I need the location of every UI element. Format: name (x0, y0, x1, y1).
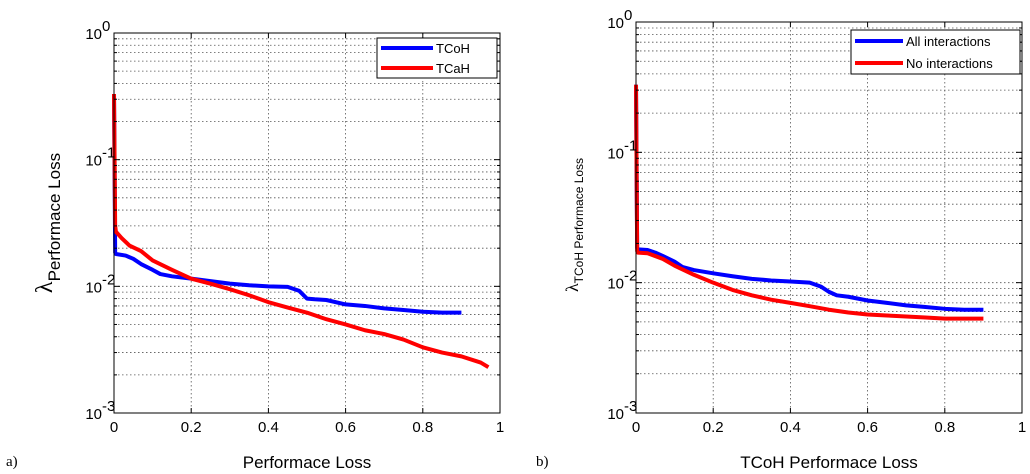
y-tick-label: 10 (85, 279, 102, 296)
series-line-2 (634, 84, 984, 321)
x-axis-label: Performace Loss (243, 453, 372, 472)
x-tick-label: 0.8 (934, 419, 955, 436)
y-tick-label: 10 (85, 406, 102, 423)
axes-box (113, 32, 501, 414)
series-line-1 (634, 84, 984, 312)
series-line-2 (112, 93, 490, 369)
y-tick-exponent: -3 (624, 398, 637, 415)
y-tick-label: 10 (85, 153, 102, 170)
plot-area (636, 22, 1022, 413)
axes-box (635, 21, 1023, 414)
y-tick-exponent: -1 (624, 137, 637, 154)
panel-label: b) (536, 454, 549, 470)
legend-label: No interactions (906, 56, 993, 71)
ticks (113, 32, 501, 414)
y-tick-label: 10 (607, 15, 624, 32)
y-tick-exponent: -3 (102, 398, 115, 415)
y-tick-exponent: -2 (624, 268, 637, 285)
legend: TCoH TCaH (376, 37, 498, 79)
x-tick-label: 0 (110, 419, 118, 436)
plot-area (114, 33, 500, 413)
legend-label: TCaH (436, 61, 470, 76)
x-tick-label: 0.6 (335, 419, 356, 436)
y-tick-label: 10 (85, 26, 102, 43)
y-tick-exponent: -2 (102, 271, 115, 288)
x-tick-label: 1 (1018, 419, 1026, 436)
x-tick-label: 1 (496, 419, 504, 436)
y-tick-label: 10 (607, 145, 624, 162)
x-tick-label: 0.8 (412, 419, 433, 436)
legend-box (376, 37, 498, 79)
y-tick-label: 10 (607, 406, 624, 423)
x-axis-label: TCoH Performace Loss (740, 453, 918, 472)
x-tick-label: 0.2 (703, 419, 724, 436)
legend-label: TCoH (436, 41, 470, 56)
panel-label: a) (6, 454, 18, 470)
y-tick-exponent: 0 (102, 18, 110, 35)
series-line-1 (112, 93, 462, 315)
y-tick-label: 10 (607, 276, 624, 293)
y-axis-label: λTCoH Performace Loss (562, 158, 586, 292)
y-tick-exponent: 0 (624, 7, 632, 24)
x-tick-label: 0 (632, 419, 640, 436)
legend-box (850, 29, 1021, 75)
x-tick-label: 0.6 (857, 419, 878, 436)
grid (636, 22, 1022, 413)
x-tick-label: 0.4 (258, 419, 279, 436)
legend: All interactions No interactions (850, 29, 1021, 75)
y-axis-label: λPerformace Loss (32, 153, 64, 293)
legend-label: All interactions (906, 34, 991, 49)
y-tick-exponent: -1 (102, 145, 115, 162)
x-tick-label: 0.2 (181, 419, 202, 436)
x-tick-label: 0.4 (780, 419, 801, 436)
chart-panel-1: 0 0.2 0.4 0.6 0.8 110-310-210-110 0Performace … (6, 18, 504, 472)
grid (114, 33, 500, 413)
